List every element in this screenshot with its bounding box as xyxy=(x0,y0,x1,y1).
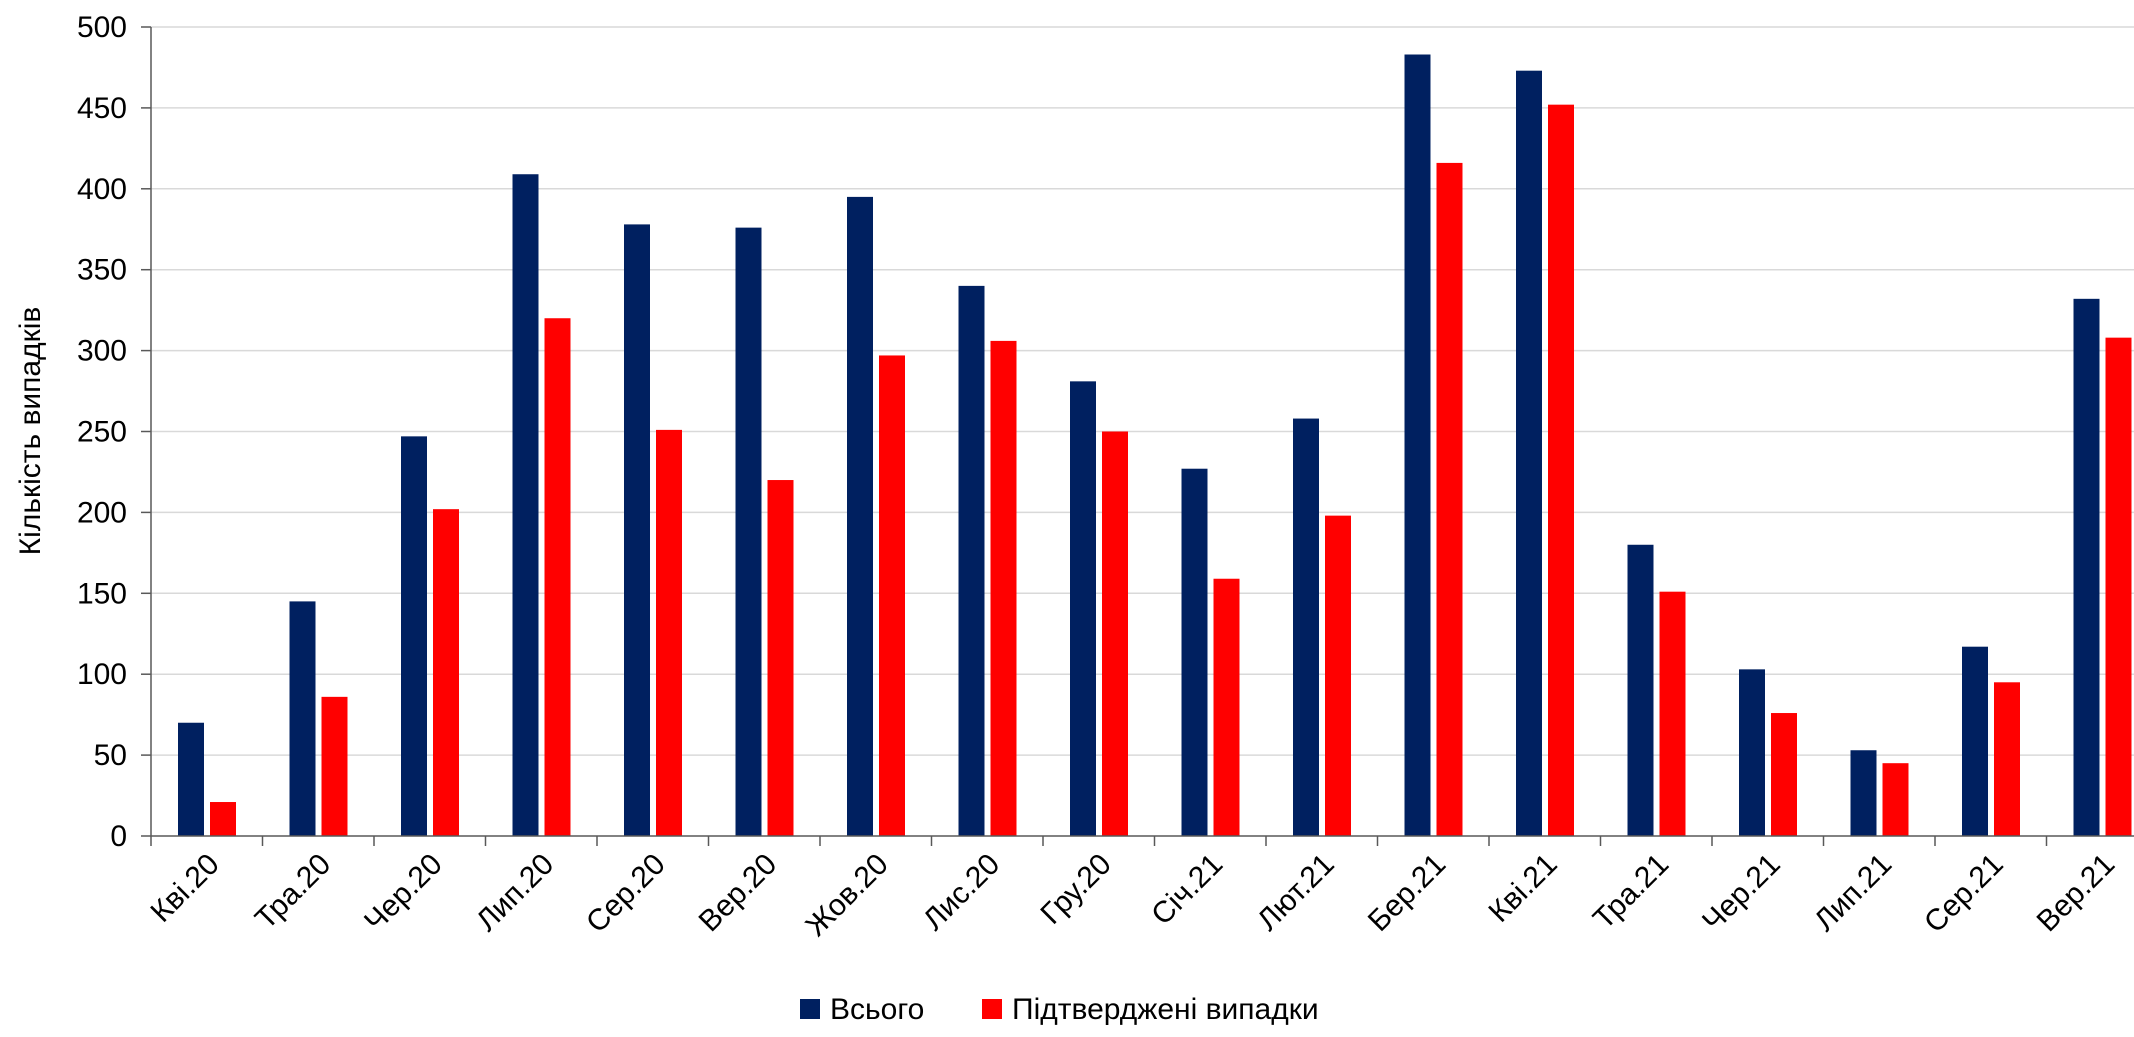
bar-confirmed-12 xyxy=(1548,104,1574,836)
x-tick-label-8: Гру.20 xyxy=(1035,848,1118,931)
x-tick-label-6: Жов.20 xyxy=(799,848,894,943)
x-tick-label-0: Кві.20 xyxy=(145,848,226,929)
bar-confirmed-8 xyxy=(1102,431,1128,836)
grid-lines xyxy=(151,26,2134,756)
bar-confirmed-3 xyxy=(544,318,571,836)
bar-total-15 xyxy=(1850,750,1877,836)
bar-total-14 xyxy=(1739,669,1765,836)
bar-confirmed-9 xyxy=(1213,578,1240,836)
x-tick-label-4: Сер.20 xyxy=(580,848,672,940)
legend-swatch-0 xyxy=(800,999,820,1019)
bar-confirmed-0 xyxy=(210,802,236,836)
bars-group xyxy=(178,54,2132,837)
legend-label-0: Всього xyxy=(830,993,924,1026)
bar-total-0 xyxy=(178,722,204,836)
y-tick-label-10: 500 xyxy=(77,11,127,44)
bar-total-16 xyxy=(1962,646,1988,836)
x-tick-label-7: Лис.20 xyxy=(917,848,1006,937)
y-tick-label-6: 300 xyxy=(77,335,127,368)
bar-total-7 xyxy=(958,285,985,836)
y-tick-label-5: 250 xyxy=(77,416,127,449)
x-tick-label-5: Вер.20 xyxy=(693,848,784,939)
bar-total-5 xyxy=(735,227,762,836)
bar-total-3 xyxy=(512,174,539,836)
bar-total-11 xyxy=(1404,54,1431,837)
legend-swatch-1 xyxy=(982,999,1002,1019)
bar-total-8 xyxy=(1070,381,1096,836)
bar-total-1 xyxy=(289,601,316,836)
x-tick-label-1: Тра.20 xyxy=(249,848,337,936)
x-tick-label-14: Чер.21 xyxy=(1696,848,1787,939)
x-tick-label-9: Січ.21 xyxy=(1145,848,1229,932)
bar-confirmed-17 xyxy=(2105,337,2132,836)
y-tick-label-7: 350 xyxy=(77,254,127,287)
bar-total-12 xyxy=(1516,70,1542,837)
bar-total-17 xyxy=(2073,298,2100,837)
y-tick-label-8: 400 xyxy=(77,173,127,206)
bar-confirmed-2 xyxy=(433,509,459,836)
y-tick-label-9: 450 xyxy=(77,92,127,125)
x-tick-label-16: Сер.21 xyxy=(1918,848,2010,940)
x-tick-label-15: Лип.21 xyxy=(1808,848,1898,938)
bar-total-13 xyxy=(1627,544,1654,836)
bar-confirmed-4 xyxy=(656,429,682,836)
bar-confirmed-1 xyxy=(321,696,348,836)
legend: Всього Підтверджені випадки xyxy=(800,993,1319,1026)
x-tick-label-11: Бер.21 xyxy=(1362,848,1452,938)
x-tick-labels: Кві.20 Тра.20 Чер.20 Лип.20 Сер.20 Вер.20 Жов.… xyxy=(145,848,2122,943)
bar-total-6 xyxy=(847,196,873,836)
x-tick-label-3: Лип.20 xyxy=(470,848,560,938)
bar-total-2 xyxy=(401,436,427,836)
y-axis-title: Кількість випадків xyxy=(14,307,47,556)
bar-total-10 xyxy=(1293,418,1319,836)
y-tick-label-1: 50 xyxy=(94,739,127,772)
x-tick-label-10: Лют.21 xyxy=(1251,848,1341,938)
x-tick-label-12: Кві.21 xyxy=(1483,848,1564,929)
bar-confirmed-14 xyxy=(1771,713,1797,836)
y-tick-label-3: 150 xyxy=(77,577,127,610)
bar-confirmed-5 xyxy=(767,480,794,836)
x-tick-label-2: Чер.20 xyxy=(358,848,449,939)
legend-label-1: Підтверджені випадки xyxy=(1012,993,1319,1026)
y-tick-label-2: 100 xyxy=(77,658,127,691)
y-tick-label-4: 200 xyxy=(77,496,127,529)
y-tick-label-0: 0 xyxy=(110,820,127,853)
y-tick-labels: 0 50 100 150 200 250 300 350 400 450 500 xyxy=(77,11,151,853)
bar-total-9 xyxy=(1181,468,1208,836)
x-tick-label-17: Вер.21 xyxy=(2031,848,2122,939)
bar-confirmed-15 xyxy=(1882,763,1909,836)
bar-confirmed-13 xyxy=(1659,591,1686,836)
bar-confirmed-7 xyxy=(990,340,1017,836)
x-tick-label-13: Тра.21 xyxy=(1587,848,1675,936)
bar-confirmed-11 xyxy=(1436,162,1463,837)
bar-total-4 xyxy=(624,224,650,836)
bar-confirmed-10 xyxy=(1325,515,1351,836)
bar-confirmed-6 xyxy=(879,355,905,836)
bar-confirmed-16 xyxy=(1994,682,2020,836)
